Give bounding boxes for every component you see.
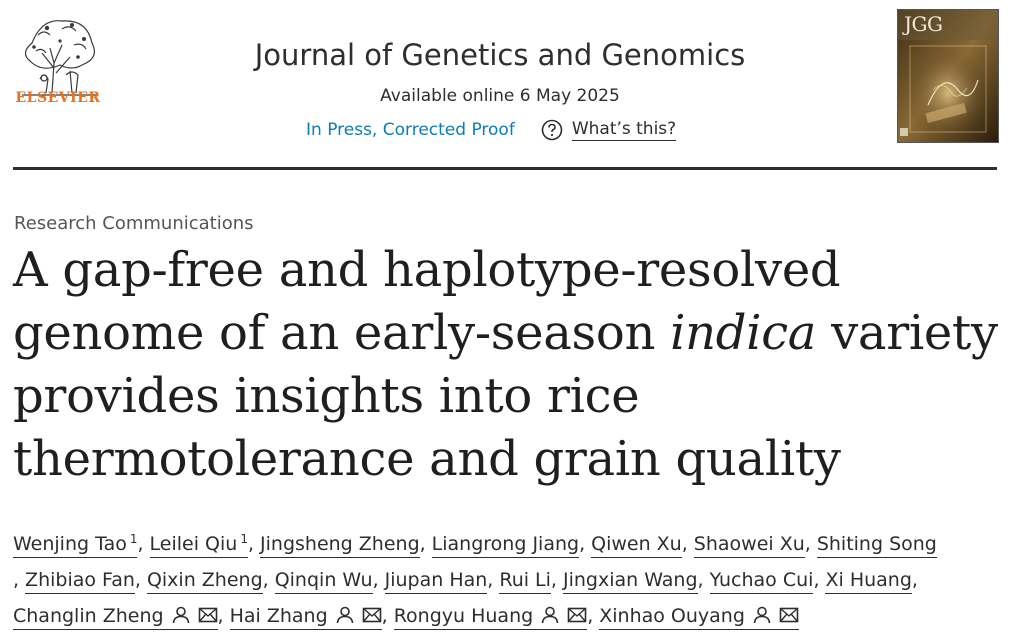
author-separator: , (681, 533, 688, 556)
author-separator: , (487, 569, 494, 592)
person-icon[interactable] (540, 605, 560, 625)
affiliation-marker: 1 (129, 532, 138, 546)
article-status-row: In Press, Corrected Proof What’s this? (306, 116, 677, 144)
affiliation-marker: 1 (240, 532, 248, 546)
author-link[interactable]: Qinqin Wu (274, 569, 373, 595)
person-icon[interactable] (752, 605, 772, 625)
author-name: Qiwen Xu (591, 533, 682, 556)
cover-artwork (898, 10, 998, 142)
author-separator: , (137, 533, 144, 556)
journal-cover-thumbnail[interactable]: JGG (897, 9, 999, 143)
title-text-part2: variety provides insights into rice ther… (13, 305, 998, 487)
article-title: A gap-free and haplotype-resolved genome… (13, 239, 1003, 491)
author-link[interactable]: Shiting Song (816, 533, 937, 559)
author-link[interactable]: Leilei Qiu 1 (149, 532, 248, 559)
author-name: Jiupan Han (384, 569, 488, 592)
author-link[interactable]: Liangrong Jiang (431, 533, 580, 559)
email-icon[interactable] (779, 605, 799, 625)
journal-title-link[interactable]: Journal of Genetics and Genomics (254, 38, 746, 72)
author-name: Changlin Zheng (13, 605, 164, 628)
author-link[interactable]: Yuchao Cui (709, 569, 814, 595)
author-name: Rongyu Huang (393, 605, 534, 628)
author-separator: , (247, 533, 255, 556)
in-press-status: In Press, Corrected Proof (306, 120, 515, 140)
author-link[interactable]: Xi Huang (825, 569, 912, 595)
author-name: Rui Li (499, 569, 551, 592)
author-link[interactable]: Hai Zhang (229, 605, 382, 631)
author-separator: , (372, 569, 379, 592)
author-line-2: , Zhibiao Fan, Qixin Zheng, Qinqin Wu, Jiupa… (13, 562, 1003, 598)
cover-label: JGG (904, 12, 943, 36)
email-icon[interactable] (567, 605, 587, 625)
author-link[interactable]: Jingxian Wang (562, 569, 698, 595)
author-link[interactable]: Shaowei Xu (693, 533, 805, 559)
author-link[interactable]: Qiwen Xu (591, 533, 682, 559)
article-header: ELSEVIER Journal of Genetics and Genomic… (0, 0, 1014, 170)
question-circle-icon[interactable] (541, 119, 563, 141)
author-separator: , (697, 569, 704, 592)
publisher-logo-text: ELSEVIER (15, 90, 101, 106)
author-line-3: Changlin Zheng, Hai Zhang, Rongyu Huang, Xi… (13, 598, 1003, 634)
author-link[interactable]: Jingsheng Zheng (260, 533, 420, 559)
author-separator: , (911, 569, 918, 592)
person-icon[interactable] (171, 605, 191, 625)
title-text-part1: A gap-free and haplotype-resolved genome… (13, 242, 841, 361)
email-icon[interactable] (362, 605, 382, 625)
header-divider (13, 167, 997, 170)
author-name: Xi Huang (825, 569, 912, 592)
author-link[interactable]: Wenjing Tao 1 (13, 532, 138, 559)
author-list: Wenjing Tao 1, Leilei Qiu 1, Jingsheng Zheng… (13, 521, 1003, 634)
author-name: Jingxian Wang (562, 569, 698, 592)
author-name: Zhibiao Fan (25, 569, 135, 592)
author-separator: , (217, 605, 224, 628)
author-name: Leilei Qiu (149, 533, 238, 556)
author-name: Shaowei Xu (693, 533, 805, 556)
author-name: Liangrong Jiang (431, 533, 580, 556)
available-online-date: Available online 6 May 2025 (380, 86, 620, 106)
person-icon[interactable] (335, 605, 355, 625)
author-link[interactable]: Changlin Zheng (13, 605, 218, 631)
whats-this-link[interactable]: What’s this? (571, 119, 677, 141)
author-name: Qinqin Wu (274, 569, 373, 592)
author-link[interactable]: Rui Li (499, 569, 551, 595)
email-icon[interactable] (198, 605, 218, 625)
author-name: Hai Zhang (229, 605, 328, 628)
author-separator: , (587, 605, 594, 628)
author-name: Wenjing Tao (13, 533, 127, 556)
author-link[interactable]: Rongyu Huang (393, 605, 588, 631)
author-separator: , (262, 569, 269, 592)
author-link[interactable]: Qixin Zheng (146, 569, 263, 595)
title-text-italic: indica (670, 305, 817, 361)
author-link[interactable]: Zhibiao Fan (25, 569, 135, 595)
author-name: Qixin Zheng (146, 569, 263, 592)
article-type-label: Research Communications (14, 213, 254, 234)
author-name: Jingsheng Zheng (260, 533, 420, 556)
author-separator: , (804, 533, 811, 556)
author-separator: , (813, 569, 820, 592)
author-separator: , (381, 605, 388, 628)
author-name: Xinhao Ouyang (599, 605, 745, 628)
author-link[interactable]: Xinhao Ouyang (599, 605, 799, 631)
author-separator: , (419, 533, 426, 556)
author-line-1: Wenjing Tao 1, Leilei Qiu 1, Jingsheng Zheng… (13, 521, 1003, 562)
elsevier-tree-logo[interactable] (12, 8, 104, 108)
author-separator: , (579, 533, 586, 556)
author-separator: , (13, 569, 20, 592)
author-name: Yuchao Cui (709, 569, 814, 592)
author-name: Shiting Song (816, 533, 937, 556)
author-separator: , (134, 569, 141, 592)
author-separator: , (550, 569, 557, 592)
author-link[interactable]: Jiupan Han (384, 569, 488, 595)
